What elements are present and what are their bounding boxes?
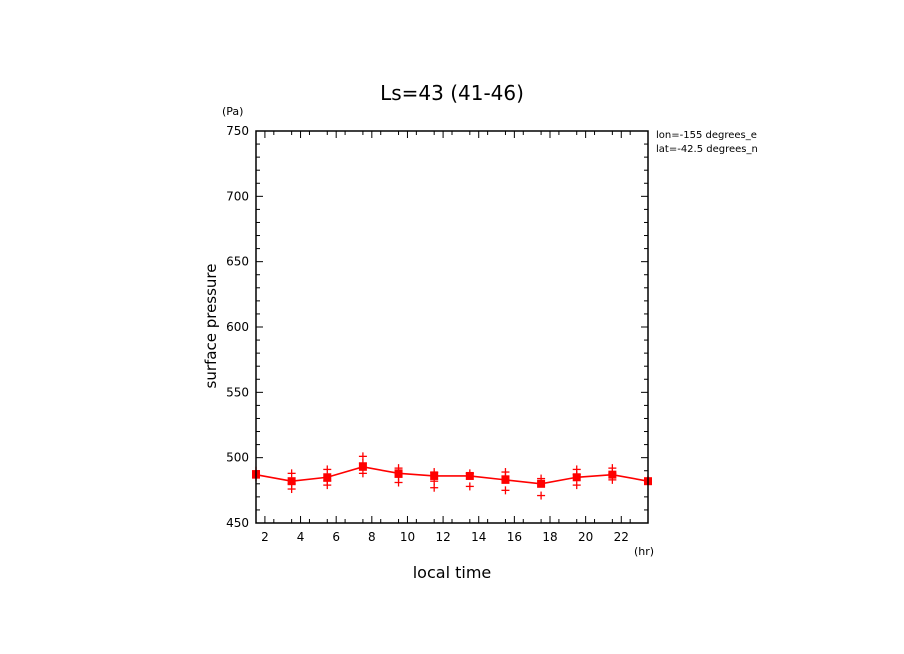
scatter-point [465,482,474,491]
plot-frame [255,130,649,524]
chart-title: Ls=43 (41-46) [380,81,524,105]
scatter-point [287,469,296,478]
scatter-point [501,486,510,495]
x-tick-label: 16 [507,530,522,544]
series-point [608,470,617,479]
y-unit-label: (Pa) [222,105,243,118]
series-point [501,475,510,484]
series-point [287,477,296,486]
y-tick-label: 700 [226,189,249,203]
y-tick-label: 750 [226,124,249,138]
scatter-point [537,491,546,500]
annotation-lat: lat=-42.5 degrees_n [656,144,758,155]
series-point [323,473,332,482]
x-axis-label: local time [413,563,492,582]
scatter-point [394,478,403,487]
scatter-point [430,483,439,492]
x-tick-label: 20 [578,530,593,544]
annotation-lon: lon=-155 degrees_e [656,130,757,141]
x-tick-label: 6 [332,530,340,544]
plot-data [252,452,652,500]
y-tick-label: 450 [226,516,249,530]
series-point [430,471,439,480]
series-point [537,479,546,488]
x-tick-label: 2 [261,530,269,544]
x-tick-label: 10 [400,530,415,544]
x-unit-label: (hr) [634,545,654,558]
y-tick-label: 650 [226,255,249,269]
series-point [465,471,474,480]
x-tick-label: 22 [614,530,629,544]
x-tick-label: 18 [542,530,557,544]
y-tick-label: 600 [226,320,249,334]
x-tick-label: 4 [297,530,305,544]
series-point [358,462,367,471]
y-axis-label: surface pressure [202,264,220,389]
x-tick-label: 8 [368,530,376,544]
series-point [572,473,581,482]
scatter-point [323,481,332,490]
series-point [394,469,403,478]
scatter-point [323,465,332,474]
scatter-point [572,481,581,490]
x-tick-label: 14 [471,530,486,544]
x-tick-label: 12 [435,530,450,544]
scatter-point [287,485,296,494]
series-line [255,465,649,485]
y-tick-label: 550 [226,385,249,399]
y-tick-label: 500 [226,451,249,465]
